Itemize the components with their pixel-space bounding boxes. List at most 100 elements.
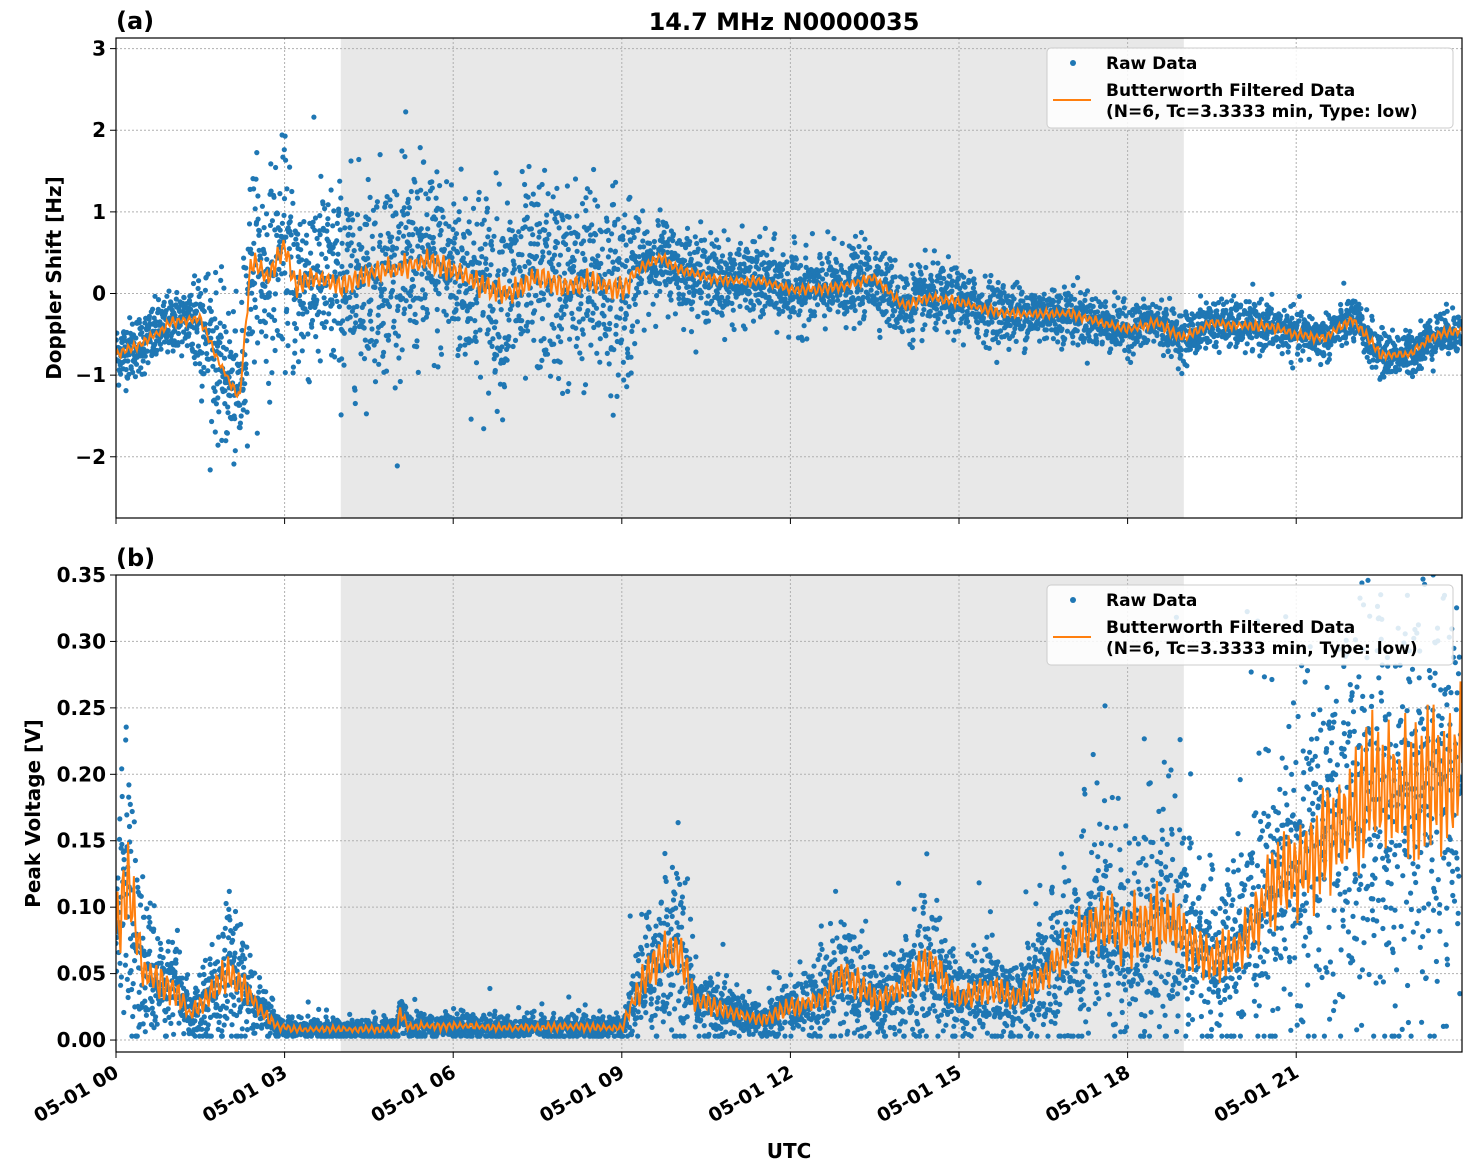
raw-data-point: [1195, 321, 1201, 327]
raw-data-point: [263, 358, 269, 364]
raw-data-point: [624, 258, 630, 264]
raw-data-point: [519, 318, 525, 324]
raw-data-point: [249, 251, 255, 257]
raw-data-point: [528, 226, 535, 232]
raw-data-point: [543, 243, 550, 249]
raw-data-point: [571, 257, 577, 263]
raw-data-point: [797, 294, 803, 300]
raw-data-point: [560, 217, 566, 223]
raw-data-point: [945, 329, 951, 335]
raw-data-point: [402, 287, 408, 293]
raw-data-point: [495, 268, 502, 274]
raw-data-point: [1098, 301, 1104, 307]
raw-data-point: [272, 291, 278, 297]
raw-data-point: [787, 314, 793, 320]
raw-data-point: [591, 166, 597, 173]
raw-data-point: [557, 252, 564, 258]
raw-data-point: [214, 325, 220, 331]
raw-data-point: [1358, 306, 1364, 312]
raw-data-point: [622, 263, 628, 270]
raw-data-point: [420, 287, 426, 293]
raw-data-point: [470, 205, 477, 211]
raw-data-point: [1122, 347, 1128, 353]
raw-data-point: [372, 220, 378, 226]
raw-data-point: [217, 379, 223, 385]
raw-data-point: [705, 318, 712, 324]
raw-data-point: [778, 273, 784, 279]
raw-data-point: [533, 292, 539, 299]
raw-data-point: [848, 289, 854, 295]
raw-data-point: [403, 298, 409, 304]
raw-data-point: [626, 304, 632, 310]
raw-data-point: [479, 246, 485, 252]
raw-data-point: [446, 223, 452, 229]
raw-data-point: [602, 271, 608, 277]
raw-data-point: [536, 221, 543, 227]
raw-data-point: [366, 216, 372, 222]
raw-data-point: [608, 393, 614, 399]
raw-data-point: [771, 259, 778, 265]
raw-data-point: [277, 191, 283, 197]
raw-data-point: [299, 348, 305, 354]
raw-data-point: [444, 179, 450, 185]
raw-data-point: [1444, 308, 1450, 314]
raw-data-point: [687, 239, 693, 245]
raw-data-point: [469, 301, 475, 308]
raw-data-point: [928, 272, 934, 278]
raw-data-point: [1242, 350, 1248, 356]
raw-data-point: [129, 321, 135, 327]
raw-data-point: [322, 206, 328, 212]
raw-data-point: [789, 254, 795, 260]
raw-data-point: [1059, 326, 1065, 332]
raw-data-point: [772, 231, 778, 237]
raw-data-point: [215, 442, 221, 448]
raw-data-point: [1013, 338, 1019, 344]
raw-data-point: [319, 321, 325, 327]
raw-data-point: [803, 255, 809, 261]
raw-data-point: [651, 238, 658, 245]
raw-data-point: [438, 351, 445, 357]
raw-data-point: [1289, 315, 1295, 321]
raw-data-point: [368, 318, 374, 324]
raw-data-point: [207, 297, 214, 303]
raw-data-point: [504, 200, 510, 206]
raw-data-point: [904, 281, 911, 287]
raw-data-point: [1004, 332, 1010, 338]
raw-data-point: [503, 267, 509, 274]
raw-data-point: [374, 204, 380, 210]
raw-data-point: [353, 312, 359, 318]
raw-data-point: [383, 368, 390, 374]
raw-data-point: [393, 211, 399, 217]
raw-data-point: [274, 232, 280, 238]
raw-data-point: [868, 287, 874, 293]
raw-data-point: [747, 264, 753, 270]
raw-data-point: [158, 346, 164, 352]
raw-data-point: [1171, 310, 1177, 316]
raw-data-point: [369, 326, 375, 332]
raw-data-point: [676, 291, 682, 297]
raw-data-point: [330, 347, 337, 353]
raw-data-point: [607, 247, 614, 253]
raw-data-point: [218, 264, 225, 270]
raw-data-point: [1064, 328, 1070, 334]
raw-data-point: [1054, 330, 1060, 336]
raw-data-point: [572, 176, 579, 182]
raw-data-point: [482, 272, 488, 278]
raw-data-point: [473, 338, 479, 344]
raw-data-point: [459, 247, 465, 253]
raw-data-point: [941, 275, 947, 282]
raw-data-point: [256, 228, 263, 234]
raw-data-point: [1369, 317, 1375, 323]
raw-data-point: [195, 285, 201, 292]
raw-data-point: [909, 317, 915, 324]
raw-data-point: [423, 314, 429, 320]
raw-data-point: [1068, 293, 1074, 299]
raw-data-point: [347, 294, 353, 300]
raw-data-point: [606, 361, 612, 367]
raw-data-point: [412, 179, 418, 185]
raw-data-point: [435, 364, 441, 370]
raw-data-point: [962, 284, 968, 290]
raw-data-point: [817, 254, 823, 260]
raw-data-point: [1178, 313, 1184, 319]
raw-data-point: [116, 337, 119, 343]
